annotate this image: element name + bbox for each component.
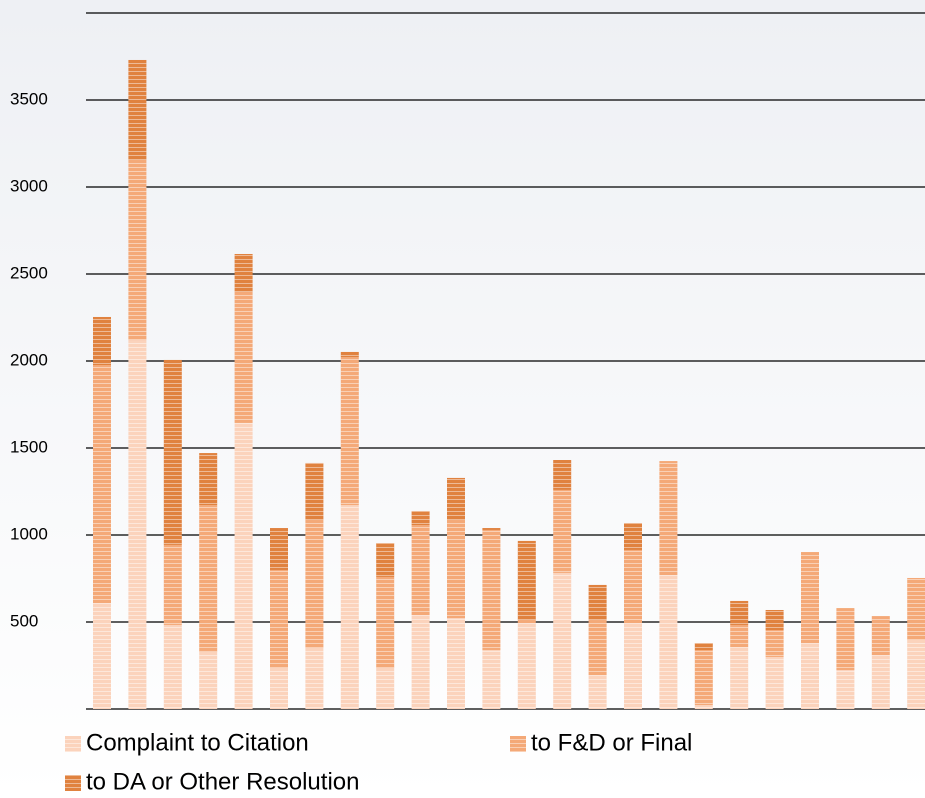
- bar-texture: [305, 520, 324, 648]
- bar-texture: [801, 643, 819, 709]
- bar-texture: [376, 576, 395, 668]
- bar-texture: [871, 616, 890, 656]
- legend-swatch-texture: [510, 736, 526, 752]
- bar-texture: [234, 253, 253, 292]
- bar-texture: [553, 489, 572, 573]
- legend-label: Complaint to Citation: [86, 729, 309, 756]
- bar-texture: [199, 651, 218, 709]
- bar-texture: [270, 528, 288, 570]
- bar-texture: [836, 608, 855, 671]
- legend-label: to F&D or Final: [531, 729, 692, 756]
- bar-texture: [907, 577, 925, 640]
- y-tick-label: 2000: [10, 350, 48, 369]
- bar-texture: [270, 569, 288, 668]
- bar-texture: [411, 525, 430, 616]
- bar-texture: [199, 453, 218, 506]
- bar-texture: [588, 675, 607, 709]
- bar-texture: [447, 617, 465, 709]
- bar-texture: [93, 603, 111, 709]
- y-tick-label: 1000: [10, 524, 48, 543]
- bar-texture: [305, 462, 324, 521]
- y-tick-label: 1500: [10, 437, 48, 456]
- bar-texture: [588, 584, 607, 621]
- bar-texture: [482, 529, 501, 651]
- bar-texture: [694, 650, 713, 705]
- bar-texture: [765, 656, 784, 709]
- bar-texture: [624, 522, 642, 550]
- bar-texture: [447, 520, 465, 618]
- bar-texture: [553, 572, 572, 709]
- y-tick-label: 3500: [10, 89, 48, 108]
- bar-texture: [376, 667, 395, 709]
- bar-texture: [340, 505, 359, 709]
- bar-texture: [234, 291, 253, 423]
- bar-texture: [305, 647, 324, 709]
- bar-texture: [553, 460, 572, 490]
- bar-texture: [270, 667, 288, 709]
- bar-texture: [376, 543, 395, 577]
- bar-texture: [340, 357, 359, 506]
- bar-texture: [694, 704, 713, 709]
- bar-texture: [624, 549, 642, 624]
- bar-texture: [447, 477, 465, 521]
- bar-texture: [694, 643, 713, 651]
- bar-texture: [836, 670, 855, 709]
- bar-texture: [128, 160, 147, 341]
- bar-texture: [517, 620, 536, 624]
- bar-texture: [482, 528, 501, 530]
- legend-swatch-texture: [65, 736, 81, 752]
- bar-texture: [907, 639, 925, 709]
- legend-swatch-texture: [65, 775, 81, 791]
- y-tick-label: 3000: [10, 176, 48, 195]
- bar-texture: [234, 422, 253, 709]
- bar-texture: [163, 359, 182, 545]
- bar-texture: [730, 647, 749, 709]
- bar-texture: [871, 655, 890, 709]
- bar-texture: [765, 609, 784, 631]
- bar-texture: [93, 365, 111, 604]
- y-tick-label: 500: [10, 611, 38, 630]
- bar-texture: [801, 552, 819, 644]
- bar-texture: [128, 59, 147, 161]
- bar-texture: [659, 461, 678, 576]
- y-tick-label: 2500: [10, 263, 48, 282]
- bar-texture: [93, 316, 111, 366]
- bar-texture: [411, 615, 430, 709]
- bar-texture: [199, 505, 218, 652]
- bar-texture: [340, 351, 359, 358]
- legend-label: to DA or Other Resolution: [86, 768, 359, 795]
- bar-texture: [765, 630, 784, 657]
- bar-texture: [128, 340, 147, 709]
- bar-texture: [163, 544, 182, 625]
- bar-texture: [517, 540, 536, 621]
- bar-texture: [624, 623, 642, 709]
- bar-texture: [411, 510, 430, 526]
- bar-texture: [730, 624, 749, 648]
- bar-texture: [659, 575, 678, 709]
- bar-texture: [588, 620, 607, 676]
- bar-texture: [163, 624, 182, 709]
- bar-texture: [482, 650, 501, 709]
- bar-texture: [730, 600, 749, 625]
- bar-texture: [517, 623, 536, 709]
